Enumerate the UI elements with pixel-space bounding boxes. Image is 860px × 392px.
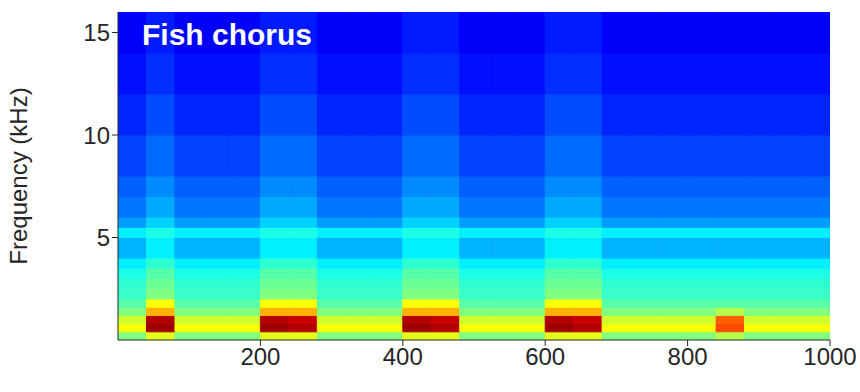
svg-text:200: 200 [240,343,280,370]
svg-text:1000: 1000 [803,343,856,370]
svg-text:Frequency (kHz): Frequency (kHz) [5,87,32,264]
html-text:Fish chorus: Fish chorus [142,18,312,51]
svg-text:10: 10 [83,122,110,149]
svg-text:800: 800 [668,343,708,370]
svg-text:5: 5 [97,224,110,251]
svg-text:15: 15 [83,19,110,46]
svg-text:600: 600 [525,343,565,370]
svg-text:400: 400 [383,343,423,370]
